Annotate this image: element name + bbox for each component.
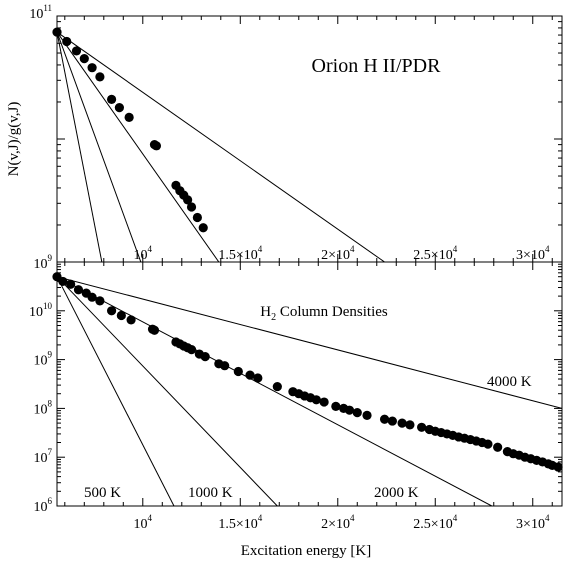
bottom-data-point (362, 410, 372, 420)
bottom-data-point (331, 401, 341, 411)
bottom-y-tick-label: 107 (34, 447, 53, 466)
top-data-point (79, 54, 89, 64)
bottom-data-point (233, 366, 243, 377)
bottom-panel-frame (56, 261, 563, 507)
top-y-axis-label: N(v,J)/g(v,J) (6, 102, 22, 177)
top-model-lines (57, 31, 385, 262)
bottom-y-tick-label: 1010 (29, 301, 53, 320)
top-data-point (124, 112, 134, 122)
bottom-data-point (397, 418, 407, 428)
bottom-model-lines (57, 276, 562, 506)
bottom-data-point (95, 296, 105, 306)
temp-label-1000k: 1000 K (188, 485, 233, 501)
top-data-point (62, 36, 72, 47)
top-x-tick-label: 3×104 (516, 244, 550, 263)
bottom-data-point (66, 279, 76, 289)
bottom-data-point (73, 285, 84, 295)
bottom-data-point (483, 439, 493, 449)
bottom-data-point (553, 462, 563, 472)
temp-label-500k: 500 K (84, 485, 121, 501)
bottom-data-point (405, 420, 415, 430)
top-x-tick-label: 1.5×104 (218, 244, 262, 263)
bottom-data-point (311, 395, 321, 405)
bottom-x-tick-label: 2×104 (321, 513, 355, 532)
top-x-ticks: 104 1.5×104 2×104 2.5×104 3×104 (64, 16, 553, 263)
bottom-data-point (220, 361, 230, 371)
bottom-data-point (245, 370, 255, 380)
top-data-point (114, 103, 124, 113)
bottom-x-tick-label: 3×104 (516, 513, 550, 532)
bottom-data-point (87, 292, 97, 302)
top-data-points (52, 27, 208, 233)
top-y-tick-label: 1011 (29, 3, 52, 22)
bottom-data-point (126, 315, 136, 325)
bottom-data-point (379, 414, 390, 424)
top-data-point (52, 27, 62, 37)
bottom-data-point (352, 408, 362, 418)
temp-label-2000k: 2000 K (374, 485, 419, 501)
bottom-data-point (319, 397, 329, 407)
bottom-data-point (58, 276, 68, 287)
top-model-line-3 (57, 31, 220, 262)
temp-label-4000k: 4000 K (487, 374, 532, 390)
top-data-point (87, 63, 97, 73)
bottom-data-point (387, 416, 397, 426)
top-y-tick-label: 109 (34, 253, 53, 272)
top-panel: 104 1.5×104 2×104 2.5×104 3×104 109 1011 Orio… (6, 3, 563, 272)
bottom-data-point (116, 310, 126, 321)
bottom-panel-title: H2 Column Densities (260, 304, 388, 323)
bottom-x-ticks: 104 1.5×104 2×104 2.5×104 3×104 (64, 262, 553, 532)
top-data-point (106, 94, 117, 104)
bottom-model-line-2 (57, 276, 278, 506)
top-data-point (192, 212, 202, 223)
bottom-data-point (106, 306, 117, 316)
top-panel-title: Orion H II/PDR (312, 55, 442, 77)
bottom-data-point (186, 345, 197, 355)
top-data-point (95, 72, 105, 82)
bottom-model-line-1 (57, 276, 175, 506)
bottom-panel: 104 1.5×104 2×104 2.5×104 3×104 106 107 108 109… (29, 261, 563, 559)
bottom-x-tick-label: 104 (134, 513, 153, 532)
bottom-data-point (417, 422, 427, 432)
bottom-x-tick-label: 1.5×104 (218, 513, 262, 532)
bottom-x-tick-label: 2.5×104 (413, 513, 457, 532)
x-axis-label: Excitation energy [K] (241, 543, 372, 559)
top-model-line-4 (57, 31, 385, 262)
top-data-point (71, 46, 82, 56)
top-x-tick-label: 2×104 (321, 244, 355, 263)
top-model-line-2 (57, 31, 142, 262)
top-data-point (151, 141, 162, 151)
bottom-model-line-4 (57, 276, 562, 409)
bottom-y-tick-label: 108 (34, 398, 53, 417)
top-data-point (186, 202, 197, 212)
bottom-data-point (253, 373, 263, 383)
top-model-line-1 (57, 31, 103, 262)
top-data-point (183, 195, 193, 205)
bottom-data-point (344, 405, 355, 415)
top-x-tick-label: 104 (134, 244, 153, 263)
bottom-y-tick-label: 106 (34, 496, 53, 515)
bottom-data-point (149, 325, 160, 335)
top-y-ticks: 109 1011 (29, 3, 562, 272)
bottom-data-point (493, 442, 503, 452)
top-x-tick-label: 2.5×104 (413, 244, 457, 263)
bottom-y-ticks: 106 107 108 109 1010 (29, 263, 562, 515)
bottom-y-tick-label: 109 (34, 350, 53, 369)
bottom-data-point (200, 352, 210, 362)
bottom-data-point (272, 381, 282, 392)
top-data-point (198, 223, 208, 233)
bottom-model-line-3 (57, 276, 493, 506)
bottom-data-points (52, 272, 563, 472)
